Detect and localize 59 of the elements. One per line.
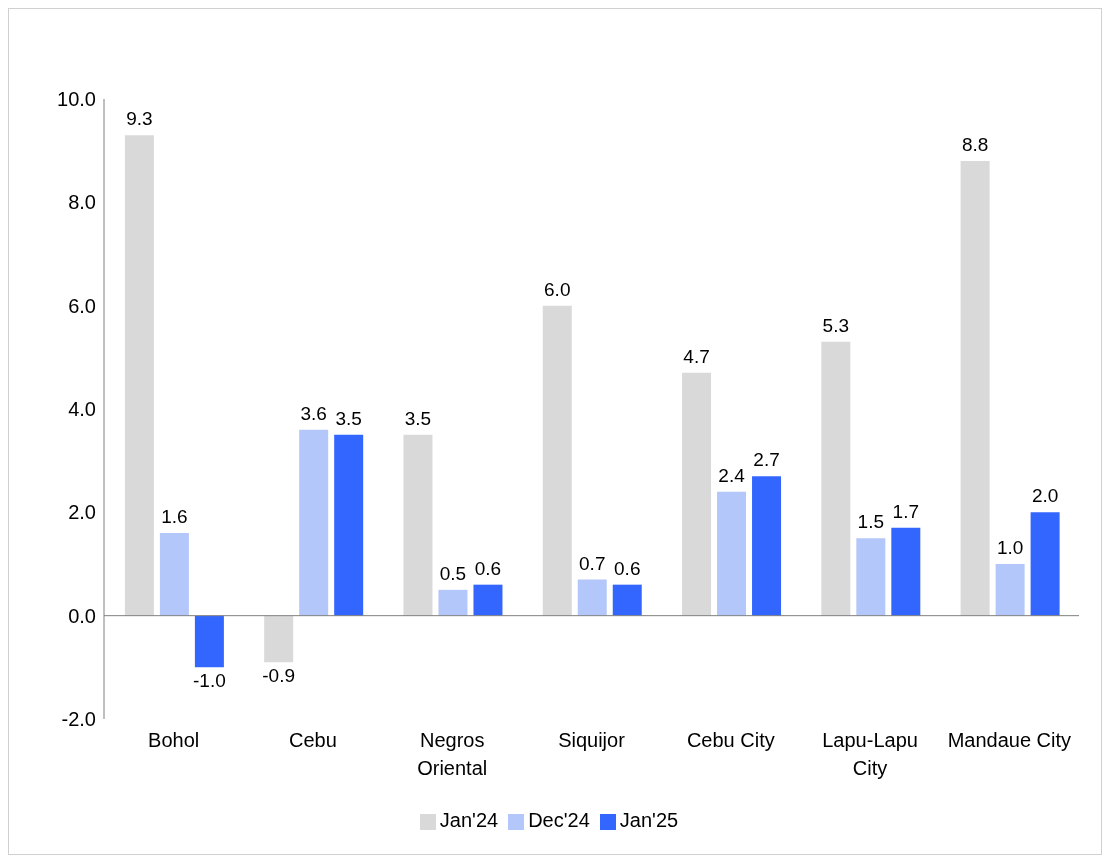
bar [891,527,921,616]
x-tick-label: Negros Oriental [417,729,488,780]
bar [717,491,747,616]
bar [960,161,990,616]
data-label: 3.5 [335,407,362,429]
legend-label: Jan'24 [439,809,499,831]
data-label: 1.5 [857,511,885,533]
data-label: 0.6 [614,557,641,579]
x-tick-label: Cebu City [686,729,775,752]
data-label: 0.7 [579,552,606,574]
data-label: 9.3 [126,108,153,130]
bar [612,584,642,616]
y-tick-label: 6.0 [68,294,96,317]
bar [194,615,224,668]
y-tick-label: -2.0 [61,708,96,731]
x-tick-label: Lapu-Lapu City [822,729,918,780]
data-label: 3.6 [300,402,327,424]
data-label: -0.9 [262,665,296,687]
data-label: 0.5 [439,562,467,584]
bar [856,538,886,616]
bar [473,584,503,616]
legend-label: Jan'25 [619,809,679,831]
bar [438,589,468,616]
y-tick-label: 2.0 [68,501,96,524]
data-label: 1.6 [161,506,188,527]
bar [299,429,329,616]
data-label: 2.0 [1031,485,1059,507]
bar [752,476,782,616]
bar [821,341,851,616]
bar [334,434,364,616]
y-tick-label: 10.0 [57,88,96,111]
x-tick-label: Cebu [289,729,337,752]
bar [995,564,1025,616]
x-tick-label: Siquijor [558,729,626,752]
data-label: 2.7 [753,449,780,471]
x-tick-label: Bohol [148,729,200,752]
data-label: 1.7 [892,500,920,522]
data-label: 2.4 [718,464,746,486]
data-label: 8.8 [961,134,989,155]
bar [264,615,294,663]
data-label: 3.5 [404,407,432,429]
bar [159,533,189,616]
data-label: 1.0 [996,537,1024,558]
y-tick-label: 4.0 [68,398,96,421]
data-label: 6.0 [544,278,571,300]
x-tick-label: Mandaue City [947,729,1072,752]
bar [403,434,433,616]
bar [1030,512,1060,616]
bar [542,305,572,616]
bar [682,372,712,616]
y-tick-label: 8.0 [68,191,96,214]
legend-label: Dec'24 [528,809,590,831]
bar [577,579,607,616]
data-label: 4.7 [683,345,710,367]
y-tick-label: 0.0 [68,604,96,627]
data-label: 0.6 [474,557,502,579]
data-label: 5.3 [822,314,850,336]
bar [124,135,154,616]
data-label: -1.0 [193,670,226,692]
